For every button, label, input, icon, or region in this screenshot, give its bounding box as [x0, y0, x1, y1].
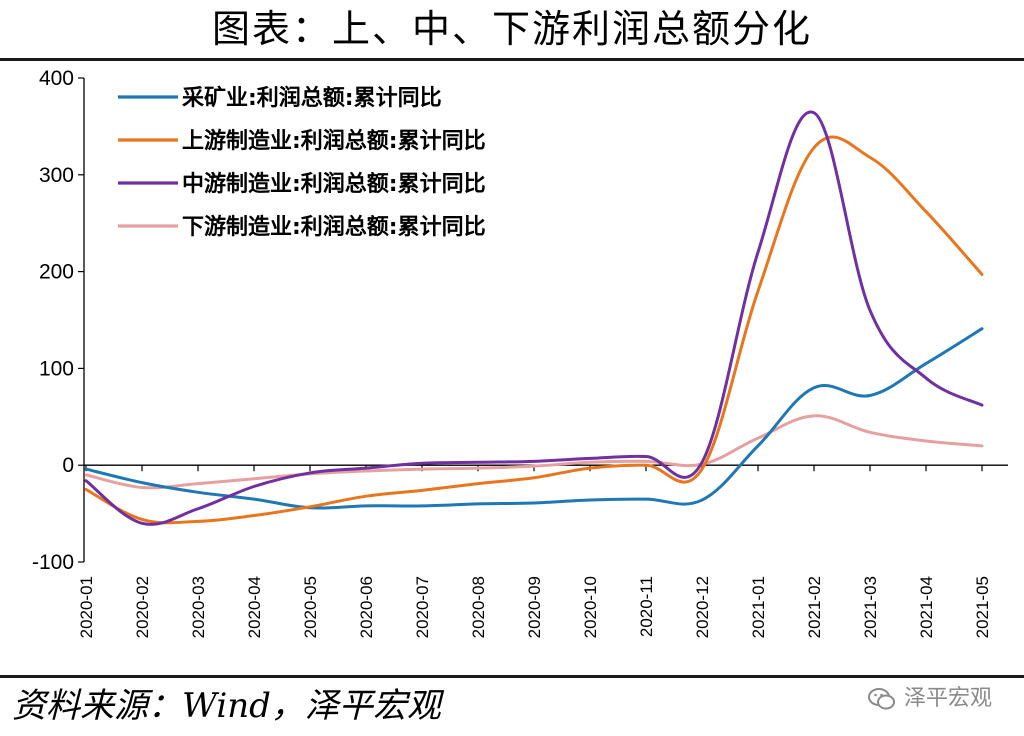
x-tick-label: 2020-01 [77, 576, 96, 638]
x-tick-label: 2020-07 [413, 576, 432, 638]
x-tick-label: 2020-10 [581, 576, 600, 638]
wechat-icon [867, 688, 895, 710]
y-tick-label: 300 [39, 164, 74, 187]
watermark-label: 泽平宏观 [903, 686, 992, 711]
bottom-divider [0, 675, 1024, 678]
x-tick-label: 2021-04 [917, 576, 936, 638]
series-line-3 [84, 110, 984, 526]
series-line-1 [84, 327, 984, 510]
series-line-2 [84, 135, 984, 525]
watermark: 泽平宏观 [867, 676, 992, 722]
x-tick-label: 2020-12 [693, 576, 712, 638]
x-tick-label: 2020-05 [301, 576, 320, 638]
chart-axes: -100 0 100 200 300 400 2020-01 2020-02 2020-03 20… [32, 67, 1008, 638]
y-tick-label: 100 [39, 357, 74, 380]
y-tick-label: 400 [39, 67, 74, 90]
legend-label-4: 下游制造业:利润总额:累计同比 [182, 214, 486, 240]
chart-legend: 采矿业:利润总额:累计同比上游制造业:利润总额:累计同比中游制造业:利润总额:累… [118, 85, 486, 240]
legend-label-3: 中游制造业:利润总额:累计同比 [182, 171, 486, 197]
x-tick-label: 2020-04 [245, 576, 264, 638]
legend-label-2: 上游制造业:利润总额:累计同比 [182, 128, 486, 154]
x-tick-label: 2021-05 [973, 576, 992, 638]
series-line-4 [84, 414, 984, 490]
x-tick-label: 2020-02 [133, 576, 152, 638]
x-tick-label: 2020-08 [469, 576, 488, 638]
y-tick-label: 0 [62, 454, 74, 477]
source-note: 资料来源：Wind，泽平宏观 [12, 686, 441, 726]
top-divider [0, 58, 1024, 61]
x-tick-label: 2020-03 [189, 576, 208, 638]
chart-title: 图表：上、中、下游利润总额分化 [211, 7, 812, 51]
x-tick-label: 2020-09 [525, 576, 544, 638]
x-tick-label: 2020-06 [357, 576, 376, 638]
x-tick-label: 2021-01 [749, 576, 768, 638]
y-tick-label: -100 [32, 551, 74, 574]
chart-series [84, 110, 984, 526]
y-tick-label: 200 [39, 261, 74, 284]
x-tick-label: 2020-11 [637, 576, 656, 637]
x-tick-label: 2021-03 [861, 576, 880, 638]
legend-label-1: 采矿业:利润总额:累计同比 [182, 85, 442, 111]
x-tick-label: 2021-02 [805, 576, 824, 638]
